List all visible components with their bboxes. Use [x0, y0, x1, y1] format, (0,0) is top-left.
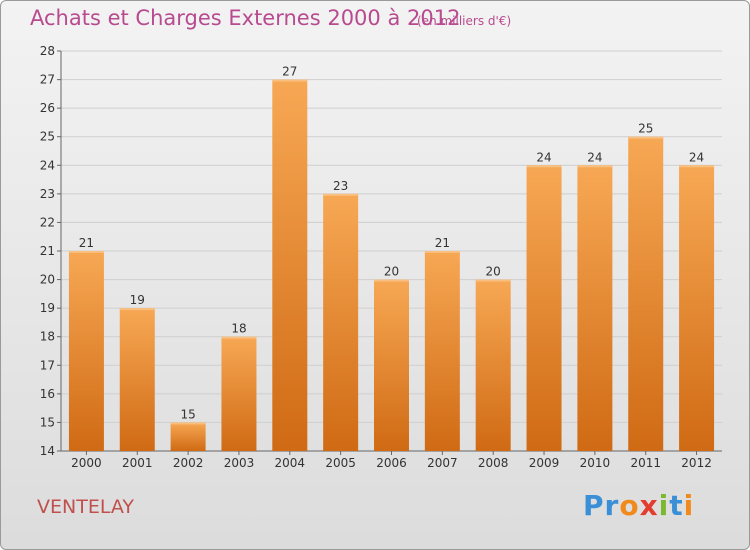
x-tick-label: 2012: [681, 456, 712, 470]
bar-highlight: [526, 165, 562, 168]
data-label: 20: [384, 265, 399, 279]
data-label: 27: [282, 65, 297, 79]
x-tick-label: 2002: [173, 456, 204, 470]
bar: [424, 251, 460, 451]
y-tick-label: 21: [40, 244, 55, 258]
x-tick-label: 2009: [529, 456, 560, 470]
data-label: 19: [130, 293, 145, 307]
x-tick-label: 2007: [427, 456, 458, 470]
logo-letter: x: [639, 489, 659, 522]
y-tick-label: 25: [40, 130, 55, 144]
x-tick-label: 2004: [275, 456, 306, 470]
bar-highlight: [68, 251, 104, 253]
bar: [119, 308, 155, 451]
bar: [475, 279, 511, 451]
bar: [272, 79, 308, 452]
bar: [679, 165, 715, 452]
y-tick-label: 17: [40, 358, 55, 372]
x-tick-label: 2011: [630, 456, 661, 470]
logo-letter: i: [683, 489, 695, 522]
bar-highlight: [323, 193, 359, 196]
logo-letter: i: [658, 489, 670, 522]
x-tick-label: 2001: [122, 456, 153, 470]
data-label: 24: [536, 150, 551, 164]
y-tick-label: 24: [40, 158, 55, 172]
y-tick-label: 28: [40, 44, 55, 58]
y-tick-label: 23: [40, 187, 55, 201]
data-label: 20: [486, 265, 501, 279]
x-tick-label: 2000: [71, 456, 102, 470]
logo-letter: P: [583, 489, 605, 522]
x-tick-label: 2006: [376, 456, 407, 470]
y-tick-label: 27: [40, 73, 55, 87]
labels: 14 15 16 17 18 19 20 21 22 23 24 25 26 27 28 21 2000 19 20…: [40, 44, 712, 470]
bar-highlight: [272, 79, 308, 82]
chart-unit-label: (en milliers d'€): [417, 14, 512, 28]
y-tick-label: 26: [40, 101, 55, 115]
data-label: 25: [638, 122, 653, 136]
data-label: 21: [79, 236, 94, 250]
bar-highlight: [170, 422, 206, 425]
bar-highlight: [679, 165, 715, 168]
logo-letter: o: [619, 489, 640, 522]
bar: [374, 279, 409, 451]
bar: [68, 251, 104, 451]
bar-highlight: [221, 336, 257, 339]
logo-letter: r: [604, 489, 620, 522]
x-tick-label: 2003: [224, 456, 255, 470]
y-tick-label: 15: [40, 415, 55, 429]
bars: [68, 79, 715, 452]
x-tick-label: 2008: [478, 456, 509, 470]
proxiti-logo: Proxiti: [583, 489, 694, 522]
logo-letter: t: [669, 489, 684, 522]
y-tick-label: 14: [40, 444, 55, 458]
data-label: 23: [333, 179, 348, 193]
data-label: 18: [231, 322, 246, 336]
y-tick-label: 16: [40, 387, 55, 401]
bar: [577, 165, 613, 452]
bar: [526, 165, 562, 452]
bar-highlight: [424, 251, 460, 253]
data-label: 24: [587, 150, 602, 164]
y-tick-label: 18: [40, 330, 55, 344]
bar-highlight: [119, 308, 155, 311]
data-label: 21: [435, 236, 450, 250]
bar: [628, 136, 664, 451]
x-tick-label: 2005: [325, 456, 356, 470]
bar-highlight: [374, 279, 409, 282]
y-tick-label: 19: [40, 301, 55, 315]
bar-highlight: [628, 136, 664, 139]
data-label: 15: [180, 407, 195, 421]
bar-highlight: [577, 165, 613, 168]
x-tick-label: 2010: [580, 456, 611, 470]
y-tick-label: 20: [40, 273, 55, 287]
data-label: 24: [689, 150, 704, 164]
chart-title: Achats et Charges Externes 2000 à 2012: [30, 6, 461, 30]
bar: [221, 336, 257, 451]
bar-highlight: [475, 279, 511, 282]
bar: [323, 193, 359, 451]
bar: [170, 422, 206, 451]
y-tick-label: 22: [40, 215, 55, 229]
commune-name: VENTELAY: [37, 496, 134, 518]
